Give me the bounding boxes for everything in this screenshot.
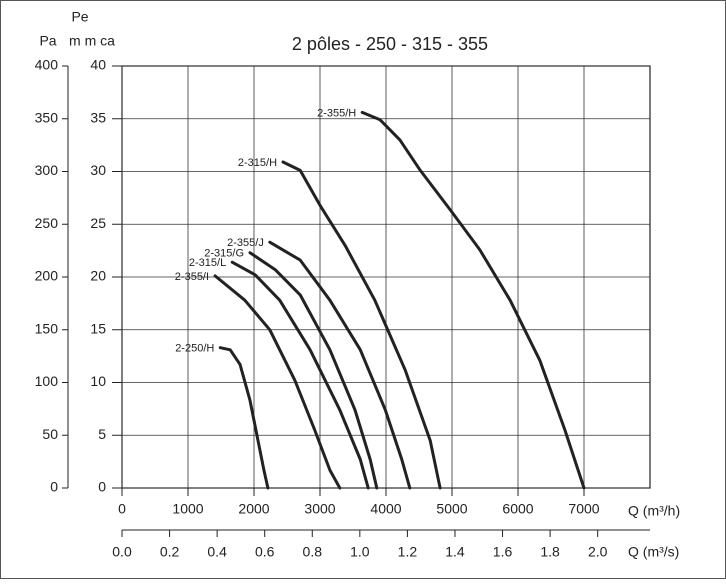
y-tick-label: 50 <box>42 426 58 442</box>
y2-tick-label: 25 <box>90 215 106 231</box>
y-tick-label: 200 <box>35 268 59 284</box>
x2-tick-label: 0.2 <box>160 544 180 560</box>
curve <box>213 274 342 490</box>
y-tick-label: 250 <box>35 215 59 231</box>
y2-label: m m ca <box>69 33 115 49</box>
x-tick-label: 3000 <box>304 501 335 517</box>
curve <box>281 160 442 490</box>
curve-label: 2-355/I <box>175 271 209 283</box>
chart-title: 2 pôles - 250 - 315 - 355 <box>292 34 488 54</box>
x2-tick-label: 0.6 <box>255 544 275 560</box>
x2-tick-label: 1.8 <box>540 544 560 560</box>
curve-label: 2-355/H <box>317 107 356 119</box>
curve-label: 2-315/G <box>204 248 244 260</box>
x2-tick-label: 2.0 <box>588 544 608 560</box>
y-tick-label: 0 <box>50 479 58 495</box>
curve <box>360 110 586 490</box>
x-label: Q (m³/h) <box>628 503 680 519</box>
x2-tick-label: 1.0 <box>350 544 370 560</box>
x2-label: Q (m³/s) <box>628 544 679 560</box>
curve <box>218 346 270 490</box>
y2-label-top: Pe <box>71 9 88 25</box>
x2-tick-label: 1.2 <box>398 544 418 560</box>
curve-label: 2-250/H <box>175 343 214 355</box>
x-tick-label: 1000 <box>172 501 203 517</box>
x-tick-label: 2000 <box>238 501 269 517</box>
y-tick-label: 350 <box>35 109 59 125</box>
x-tick-label: 6000 <box>502 501 533 517</box>
x2-tick-label: 0.4 <box>207 544 227 560</box>
curve <box>230 260 370 490</box>
x-tick-label: 5000 <box>436 501 467 517</box>
x-tick-label: 4000 <box>370 501 401 517</box>
y2-tick-label: 10 <box>90 373 106 389</box>
curve <box>268 240 412 490</box>
y-tick-label: 150 <box>35 320 59 336</box>
x2-tick-label: 0.0 <box>112 544 132 560</box>
y2-tick-label: 0 <box>98 479 106 495</box>
y-tick-label: 100 <box>35 373 59 389</box>
y-tick-label: 400 <box>35 57 59 73</box>
x-tick-label: 0 <box>118 501 126 517</box>
curve <box>248 251 379 490</box>
x-tick-label: 7000 <box>568 501 599 517</box>
y2-tick-label: 40 <box>90 57 106 73</box>
y2-tick-label: 5 <box>98 426 106 442</box>
y2-tick-label: 35 <box>90 109 106 125</box>
x2-tick-label: 1.6 <box>493 544 513 560</box>
curve-label: 2-315/H <box>238 157 277 169</box>
x2-tick-label: 1.4 <box>445 544 465 560</box>
y-tick-label: 300 <box>35 162 59 178</box>
y2-tick-label: 30 <box>90 162 106 178</box>
curve-label: 2-355/J <box>227 237 264 249</box>
x2-tick-label: 0.8 <box>303 544 323 560</box>
curve-label: 2-315/L <box>189 257 226 269</box>
y2-tick-label: 20 <box>90 268 106 284</box>
y-label: Pa <box>39 33 56 49</box>
y2-tick-label: 15 <box>90 320 106 336</box>
